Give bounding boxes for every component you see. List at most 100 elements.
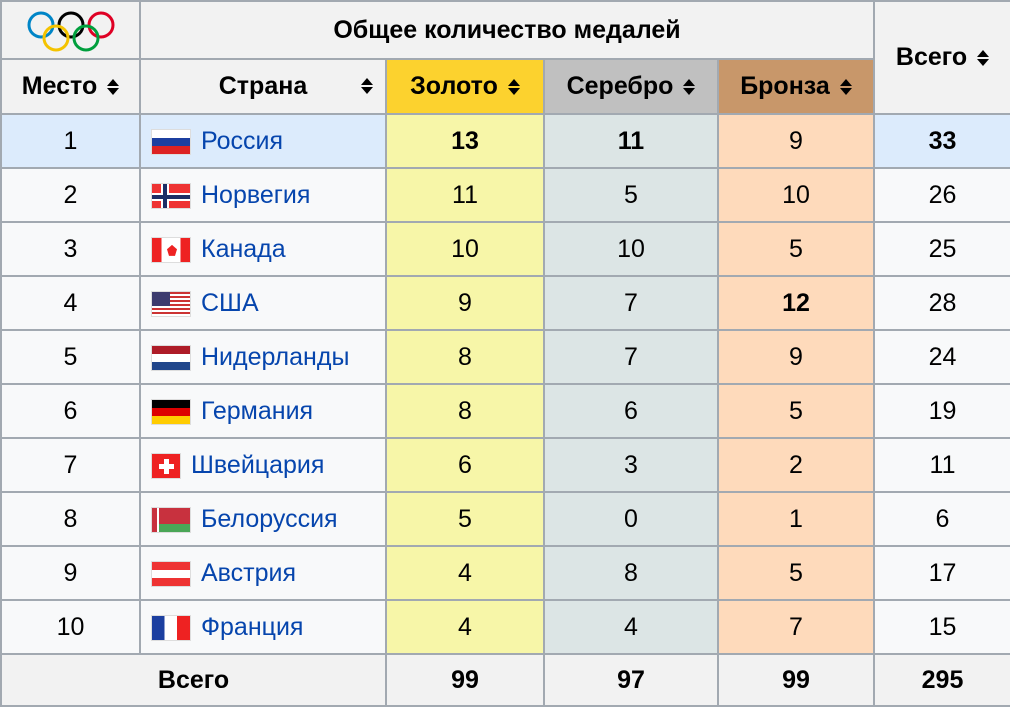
table-row: 7 Швейцария 6 3 2 11 [0, 437, 1010, 493]
total-cell: 17 [873, 545, 1010, 601]
silver-cell: 7 [543, 275, 719, 331]
country-cell: Франция [139, 599, 387, 655]
flag-us-icon [151, 290, 191, 317]
country-cell: Швейцария [139, 437, 387, 493]
bronze-cell: 5 [717, 383, 875, 439]
table-row: 6 Германия 8 6 5 19 [0, 383, 1010, 439]
country-link[interactable]: Россия [201, 126, 283, 155]
country-header[interactable]: Страна [139, 58, 387, 115]
gold-cell: 4 [385, 545, 545, 601]
sort-icon[interactable] [683, 79, 696, 96]
totals-label: Всего [0, 653, 387, 707]
country-link[interactable]: Швейцария [191, 450, 325, 479]
gold-cell: 8 [385, 383, 545, 439]
country-cell: Белоруссия [139, 491, 387, 547]
flag-nl-icon [151, 344, 191, 371]
sort-icon[interactable] [977, 50, 990, 67]
olympic-rings-logo [0, 0, 141, 60]
country-link[interactable]: Нидерланды [201, 342, 350, 371]
place-cell: 5 [0, 329, 141, 385]
place-cell: 8 [0, 491, 141, 547]
gold-header[interactable]: Золото [385, 58, 545, 115]
bronze-cell: 9 [717, 329, 875, 385]
total-all: 295 [873, 653, 1010, 707]
place-cell: 3 [0, 221, 141, 277]
flag-by-icon [151, 506, 191, 533]
place-cell: 7 [0, 437, 141, 493]
flag-de-icon [151, 398, 191, 425]
flag-fr-icon [151, 614, 191, 641]
gold-cell: 5 [385, 491, 545, 547]
place-cell: 9 [0, 545, 141, 601]
total-header-label: Всего [895, 43, 968, 71]
totals-row: Всего 99 97 99 295 [0, 653, 1010, 707]
sort-icon[interactable] [839, 79, 852, 96]
bronze-cell: 10 [717, 167, 875, 223]
total-cell: 15 [873, 599, 1010, 655]
sort-icon[interactable] [107, 79, 120, 96]
total-silver: 97 [543, 653, 719, 707]
silver-cell: 3 [543, 437, 719, 493]
silver-cell: 11 [543, 113, 719, 169]
bronze-cell: 5 [717, 221, 875, 277]
bronze-header[interactable]: Бронза [717, 58, 875, 115]
country-link[interactable]: Германия [201, 396, 314, 425]
place-header-label: Место [21, 72, 98, 100]
silver-cell: 4 [543, 599, 719, 655]
place-cell: 1 [0, 113, 141, 169]
gold-cell: 4 [385, 599, 545, 655]
country-cell: Нидерланды [139, 329, 387, 385]
total-gold: 99 [385, 653, 545, 707]
country-link[interactable]: Белоруссия [201, 504, 338, 533]
silver-cell: 0 [543, 491, 719, 547]
bronze-cell: 1 [717, 491, 875, 547]
gold-cell: 9 [385, 275, 545, 331]
total-header[interactable]: Всего [873, 0, 1010, 115]
silver-cell: 7 [543, 329, 719, 385]
silver-cell: 10 [543, 221, 719, 277]
country-cell: Австрия [139, 545, 387, 601]
total-cell: 26 [873, 167, 1010, 223]
total-cell: 19 [873, 383, 1010, 439]
country-link[interactable]: США [201, 288, 259, 317]
country-link[interactable]: Австрия [201, 558, 297, 587]
place-cell: 6 [0, 383, 141, 439]
bronze-cell: 7 [717, 599, 875, 655]
place-header[interactable]: Место [0, 58, 141, 115]
country-link[interactable]: Норвегия [201, 180, 311, 209]
place-cell: 10 [0, 599, 141, 655]
flag-at-icon [151, 560, 191, 587]
table-row: 2 Норвегия 11 5 10 26 [0, 167, 1010, 223]
country-link[interactable]: Франция [201, 612, 304, 641]
gold-cell: 10 [385, 221, 545, 277]
country-cell: Канада [139, 221, 387, 277]
gold-header-label: Золото [410, 72, 498, 100]
bronze-cell: 12 [717, 275, 875, 331]
gold-cell: 8 [385, 329, 545, 385]
country-cell: Германия [139, 383, 387, 439]
table-row: 3 Канада 10 10 5 25 [0, 221, 1010, 277]
medal-group-header: Общее количество медалей [139, 0, 875, 60]
table-row: 8 Белоруссия 5 0 1 6 [0, 491, 1010, 547]
country-link[interactable]: Канада [201, 234, 286, 263]
total-cell: 24 [873, 329, 1010, 385]
olympic-rings-icon [27, 11, 114, 52]
silver-cell: 6 [543, 383, 719, 439]
total-bronze: 99 [717, 653, 875, 707]
country-cell: Норвегия [139, 167, 387, 223]
sort-icon[interactable] [361, 78, 373, 94]
gold-cell: 11 [385, 167, 545, 223]
total-cell: 6 [873, 491, 1010, 547]
country-cell: Россия [139, 113, 387, 169]
bronze-cell: 5 [717, 545, 875, 601]
gold-cell: 6 [385, 437, 545, 493]
country-cell: США [139, 275, 387, 331]
flag-no-icon [151, 182, 191, 209]
silver-header[interactable]: Серебро [543, 58, 719, 115]
sort-icon[interactable] [507, 79, 520, 96]
table-row: 10 Франция 4 4 7 15 [0, 599, 1010, 655]
bronze-cell: 2 [717, 437, 875, 493]
total-cell: 11 [873, 437, 1010, 493]
flag-ch-icon [151, 452, 181, 479]
